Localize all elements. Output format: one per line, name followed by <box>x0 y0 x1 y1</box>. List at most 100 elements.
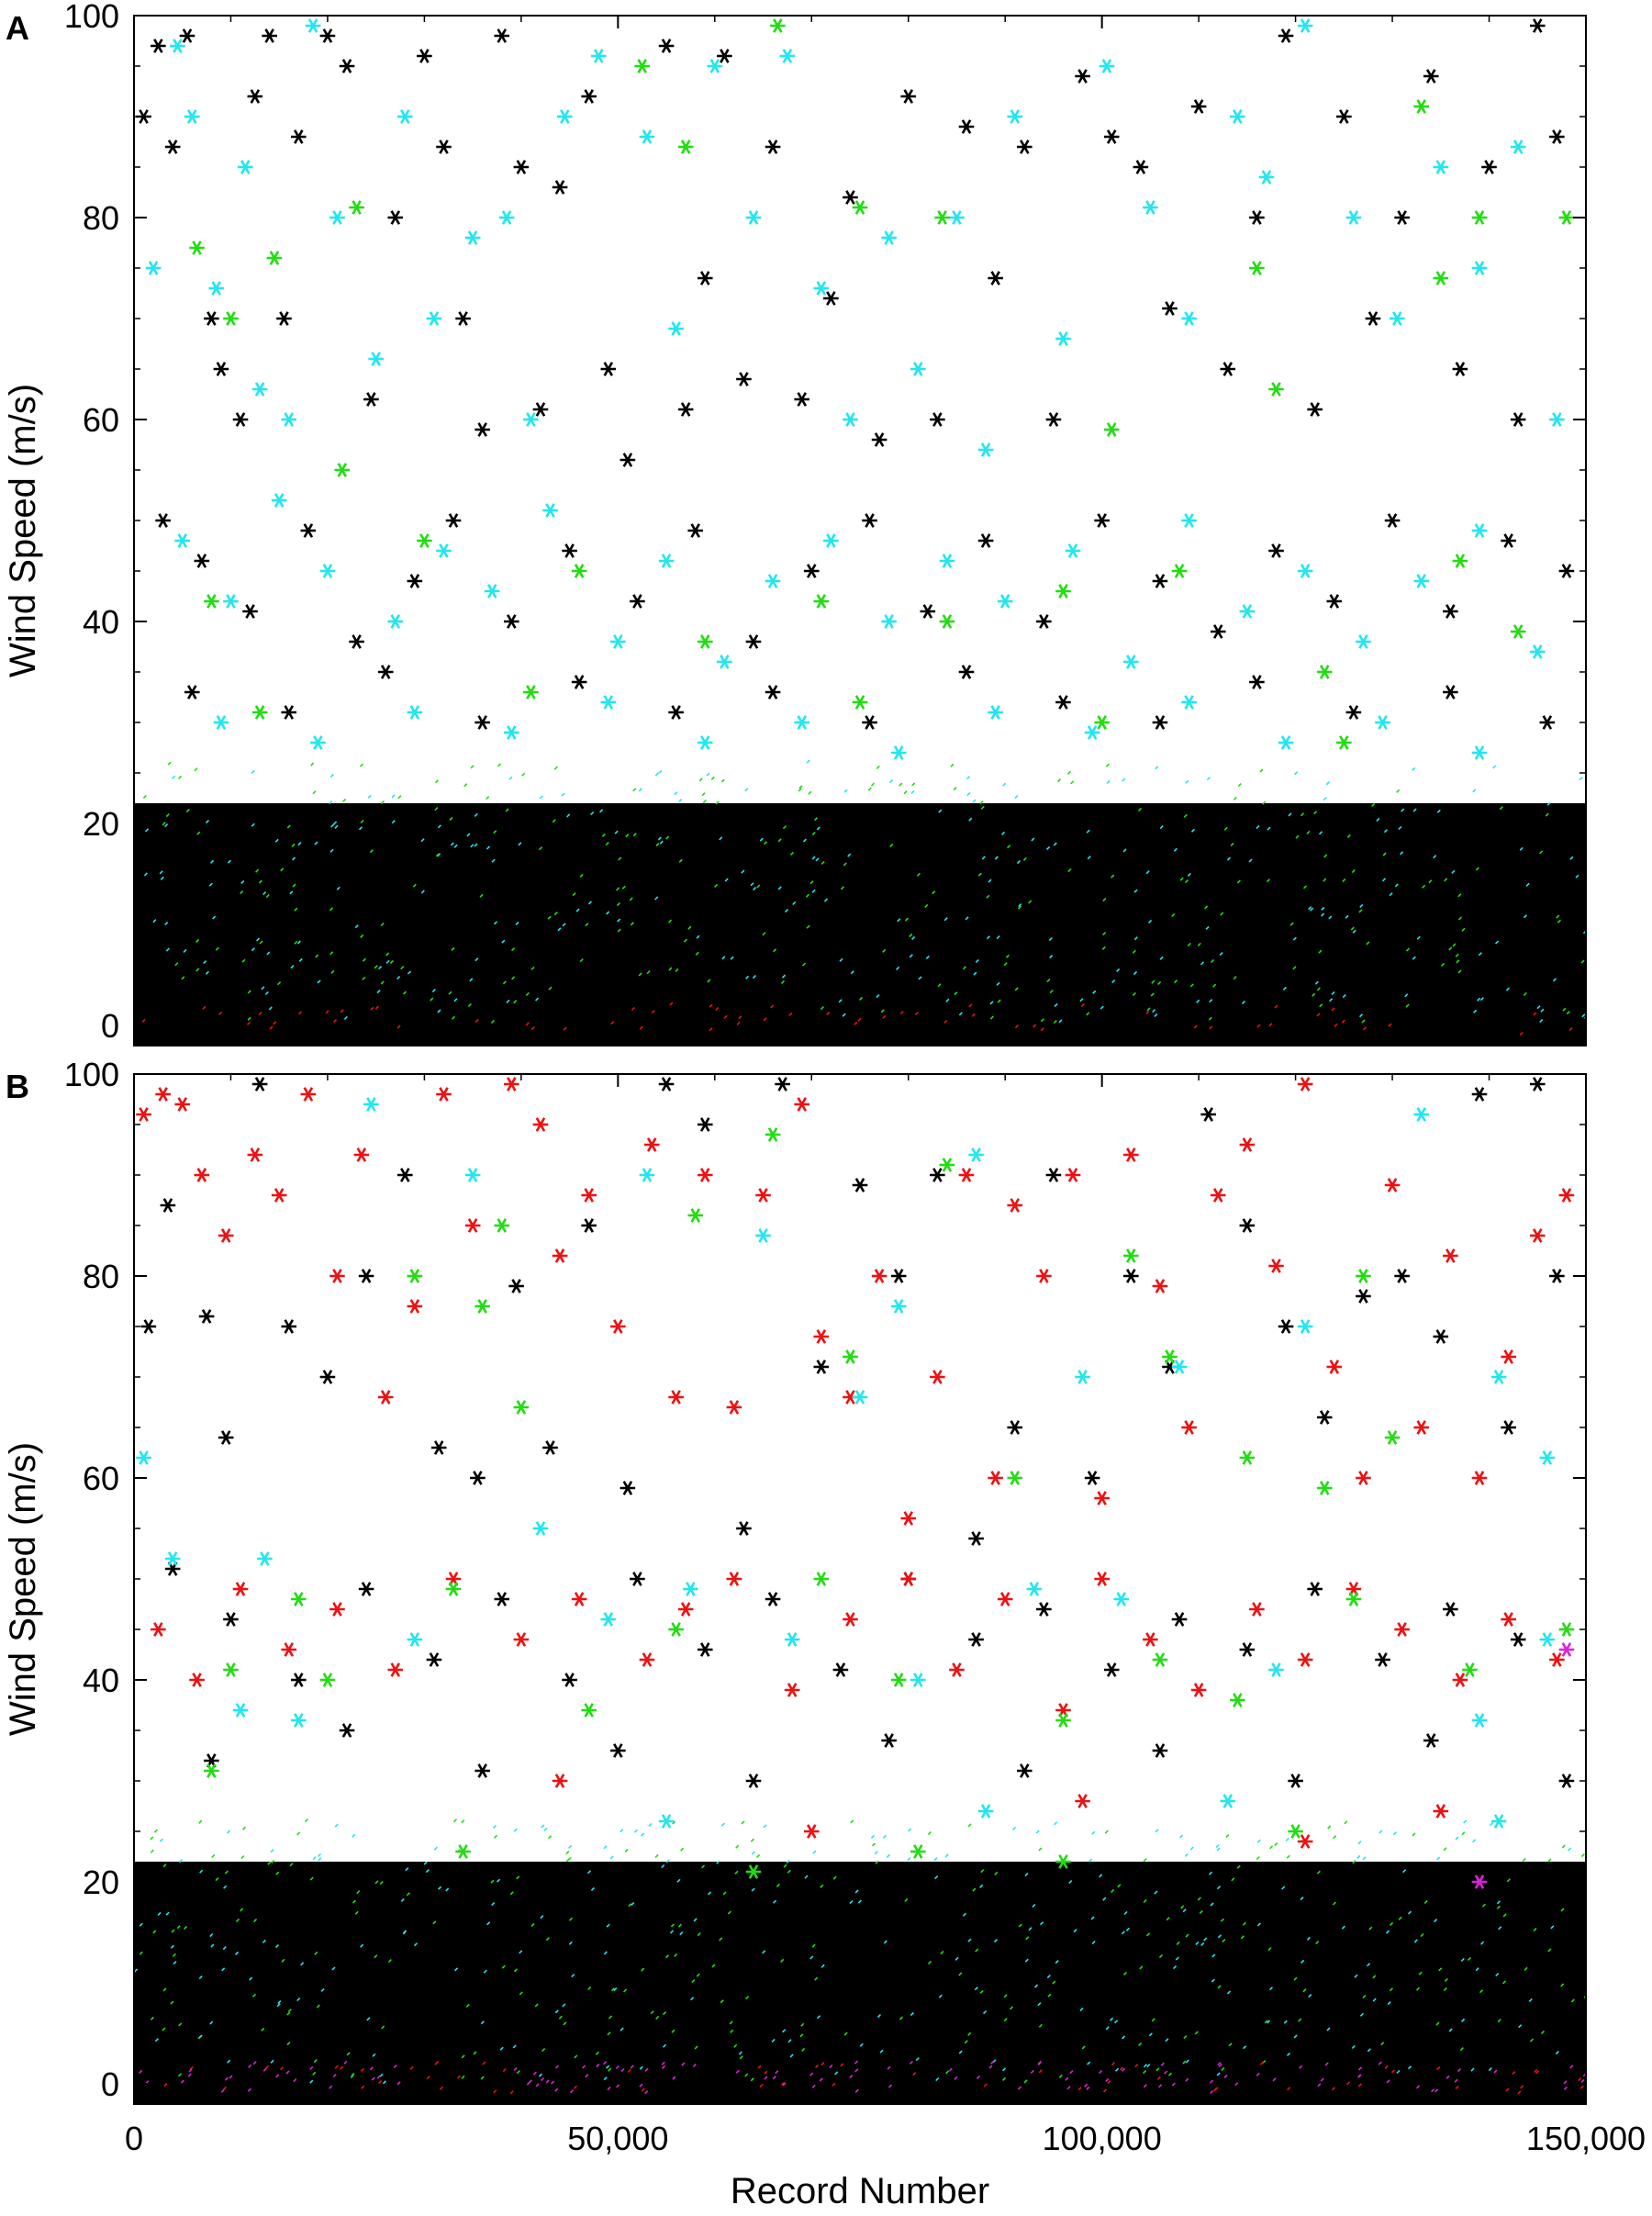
data-point <box>697 1117 713 1132</box>
data-point <box>436 543 452 558</box>
data-point <box>445 513 462 528</box>
data-point <box>470 1471 486 1485</box>
data-point <box>1539 1450 1556 1465</box>
data-point <box>1316 1410 1333 1425</box>
data-point <box>445 1572 462 1586</box>
data-point <box>1423 1733 1439 1748</box>
data-point <box>658 1814 675 1829</box>
data-point <box>1375 1652 1390 1667</box>
data-point <box>1501 1612 1516 1627</box>
data-point <box>204 311 219 326</box>
x-axis-label: Record Number <box>731 2171 989 2211</box>
data-point <box>639 129 655 144</box>
data-point <box>281 412 297 427</box>
data-point <box>581 89 597 104</box>
data-point <box>1239 604 1256 619</box>
data-point <box>1099 59 1115 73</box>
data-point <box>1443 1602 1458 1617</box>
data-point <box>862 513 877 528</box>
data-point <box>697 735 713 750</box>
data-point <box>1055 1854 1071 1869</box>
data-point <box>407 705 423 720</box>
data-point <box>1471 1713 1488 1728</box>
data-point <box>1171 564 1188 578</box>
data-point <box>1433 271 1449 285</box>
data-point <box>765 574 781 588</box>
data-point <box>1055 584 1071 599</box>
data-point <box>1075 1370 1090 1384</box>
data-point <box>562 543 577 558</box>
data-point <box>717 49 732 63</box>
data-point <box>581 1188 597 1203</box>
data-point <box>620 1481 636 1495</box>
data-point <box>697 1168 713 1182</box>
data-point <box>271 1188 287 1203</box>
series-green <box>189 18 1575 750</box>
data-point <box>377 665 394 679</box>
data-point <box>136 1107 151 1122</box>
data-point <box>949 1662 965 1677</box>
data-point <box>1433 1804 1449 1819</box>
data-point <box>1075 1794 1090 1808</box>
data-point <box>349 200 364 215</box>
data-point <box>445 1582 462 1596</box>
data-point <box>881 230 897 245</box>
data-point <box>1394 1269 1410 1283</box>
data-point <box>571 1592 587 1606</box>
data-point <box>1549 1269 1565 1283</box>
data-point <box>1413 1420 1430 1435</box>
y-tick-label: 100 <box>64 0 119 35</box>
data-point <box>184 109 200 124</box>
data-point <box>707 59 723 73</box>
data-point <box>387 614 404 629</box>
data-point <box>745 210 762 225</box>
data-point <box>813 281 830 296</box>
y-tick-label: 20 <box>83 1863 119 1901</box>
data-point <box>363 1097 379 1112</box>
data-point <box>513 1632 530 1647</box>
data-point <box>204 594 219 609</box>
panel-a: 0 20 40 60 80 100 Wind Speed (m/s) A <box>3 0 1587 1046</box>
data-point <box>687 1208 704 1223</box>
data-point <box>1278 1319 1294 1334</box>
data-point <box>262 28 277 43</box>
data-point <box>610 1743 626 1758</box>
data-point <box>1462 1662 1478 1677</box>
data-point <box>474 1763 490 1778</box>
data-point <box>1384 513 1401 528</box>
data-point <box>290 1673 307 1687</box>
band-speckle-green <box>142 761 1585 1024</box>
data-point <box>1413 574 1430 588</box>
data-point <box>1481 160 1497 174</box>
data-point <box>862 715 877 730</box>
data-point <box>1113 1592 1130 1606</box>
data-point <box>1356 1471 1371 1485</box>
data-point <box>1501 533 1516 548</box>
data-point <box>1549 412 1565 427</box>
data-point <box>1123 1269 1139 1283</box>
data-point <box>266 251 283 265</box>
data-point <box>232 412 249 427</box>
data-point <box>1452 362 1468 376</box>
data-point <box>1539 715 1556 730</box>
data-point <box>1336 109 1352 124</box>
data-point <box>145 261 162 275</box>
data-point <box>658 1077 675 1091</box>
y-axis-label: Wind Speed (m/s) <box>3 384 43 677</box>
data-point <box>319 1370 336 1384</box>
data-point <box>1016 1763 1032 1778</box>
data-point <box>513 160 530 174</box>
data-point <box>276 311 292 326</box>
series-cyan <box>145 18 1565 760</box>
data-point <box>1162 1349 1178 1364</box>
data-point <box>1558 1774 1575 1788</box>
data-point <box>823 291 839 306</box>
data-point <box>775 1077 790 1091</box>
data-point <box>1510 412 1526 427</box>
data-point <box>1152 1652 1168 1667</box>
data-point <box>1558 1642 1575 1657</box>
data-point <box>189 241 205 255</box>
data-point <box>630 1572 645 1586</box>
data-point <box>1239 1218 1256 1233</box>
